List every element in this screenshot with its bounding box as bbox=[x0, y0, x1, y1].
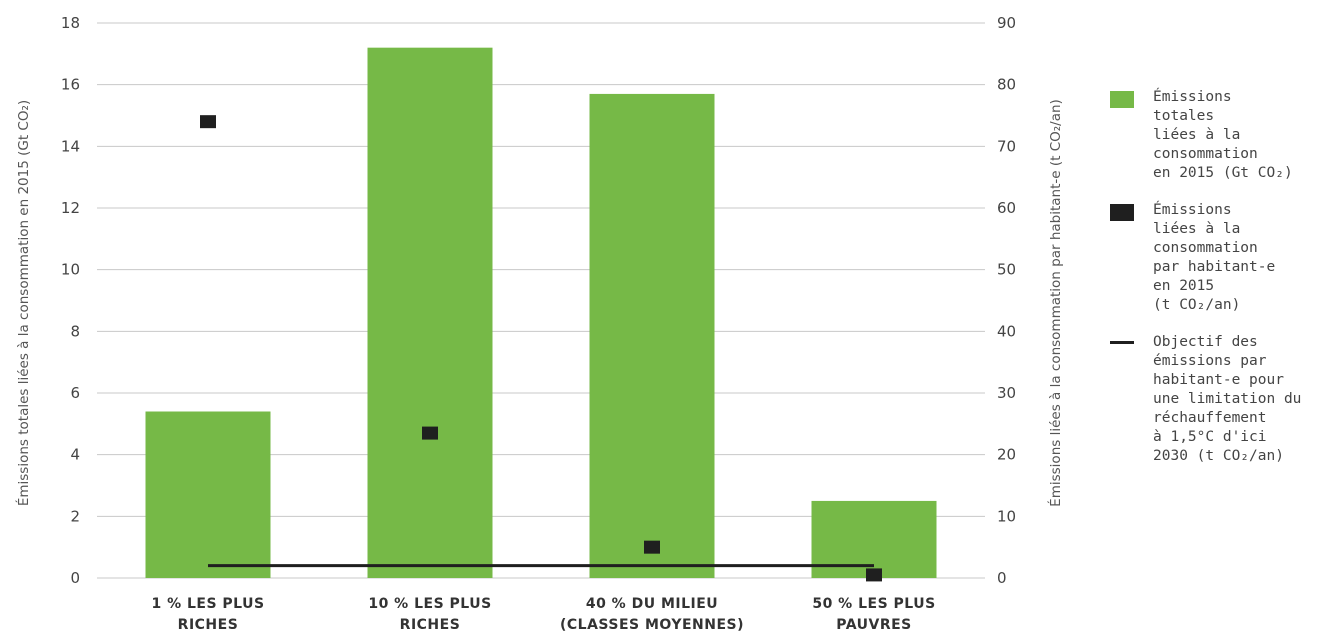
right-tick-label: 50 bbox=[997, 261, 1016, 279]
left-tick-label: 12 bbox=[61, 199, 80, 217]
point-marker bbox=[422, 426, 438, 440]
left-axis-label: Émissions totales liées à la consommatio… bbox=[15, 100, 32, 506]
category-label: 1 % LES PLUS bbox=[151, 596, 264, 612]
left-tick-label: 4 bbox=[70, 446, 80, 464]
right-tick-label: 10 bbox=[997, 507, 1016, 525]
left-tick-label: 10 bbox=[61, 261, 80, 279]
legend-label-target: Objectif des émissions par habitant-e po… bbox=[1153, 334, 1302, 464]
left-axis-ticks: 0 2 4 6 8 10 12 14 16 18 bbox=[61, 14, 80, 587]
legend-label-per-capita: Émissions liées à la consommation par ha… bbox=[1153, 202, 1276, 313]
legend-item-per-capita: Émissions liées à la consommation par ha… bbox=[1110, 201, 1335, 315]
right-tick-label: 80 bbox=[997, 76, 1016, 94]
right-tick-label: 70 bbox=[997, 137, 1016, 155]
legend-swatch-green bbox=[1110, 91, 1134, 108]
point-marker bbox=[200, 115, 216, 129]
right-axis-label: Émissions liées à la consommation par ha… bbox=[1047, 99, 1064, 507]
right-axis-ticks: 0 10 20 30 40 50 60 70 80 90 bbox=[997, 14, 1016, 587]
right-tick-label: 30 bbox=[997, 384, 1016, 402]
category-label: 50 % LES PLUS bbox=[812, 596, 935, 612]
bar bbox=[367, 47, 493, 578]
right-tick-label: 40 bbox=[997, 322, 1016, 340]
bar bbox=[145, 411, 271, 578]
category-label: 40 % DU MILIEU bbox=[586, 596, 718, 612]
legend-label-total: Émissions totales liées à la consommatio… bbox=[1153, 89, 1293, 181]
legend-line-marker bbox=[1110, 341, 1134, 344]
category-label: RICHES bbox=[178, 617, 239, 633]
legend: Émissions totales liées à la consommatio… bbox=[1110, 88, 1335, 484]
category-label: RICHES bbox=[400, 617, 461, 633]
left-tick-label: 18 bbox=[61, 14, 80, 32]
point-marker bbox=[866, 568, 882, 582]
category-label: 10 % LES PLUS bbox=[368, 596, 491, 612]
left-tick-label: 0 bbox=[70, 569, 80, 587]
legend-swatch-black bbox=[1110, 204, 1134, 221]
left-tick-label: 6 bbox=[70, 384, 80, 402]
right-tick-label: 20 bbox=[997, 446, 1016, 464]
right-tick-label: 90 bbox=[997, 14, 1016, 32]
bars bbox=[145, 47, 937, 579]
legend-item-target: Objectif des émissions par habitant-e po… bbox=[1110, 333, 1335, 466]
point-marker bbox=[644, 540, 660, 554]
left-tick-label: 16 bbox=[61, 76, 80, 94]
right-tick-label: 60 bbox=[997, 199, 1016, 217]
category-label: (CLASSES MOYENNES) bbox=[560, 617, 744, 633]
bar bbox=[589, 93, 715, 579]
category-labels: 1 % LES PLUS RICHES 10 % LES PLUS RICHES 40 … bbox=[151, 596, 935, 633]
left-tick-label: 8 bbox=[70, 322, 80, 340]
legend-item-total: Émissions totales liées à la consommatio… bbox=[1110, 88, 1335, 183]
right-tick-label: 0 bbox=[997, 569, 1007, 587]
points bbox=[200, 115, 882, 582]
category-label: PAUVRES bbox=[836, 617, 912, 633]
left-tick-label: 14 bbox=[61, 137, 80, 155]
left-tick-label: 2 bbox=[70, 507, 80, 525]
